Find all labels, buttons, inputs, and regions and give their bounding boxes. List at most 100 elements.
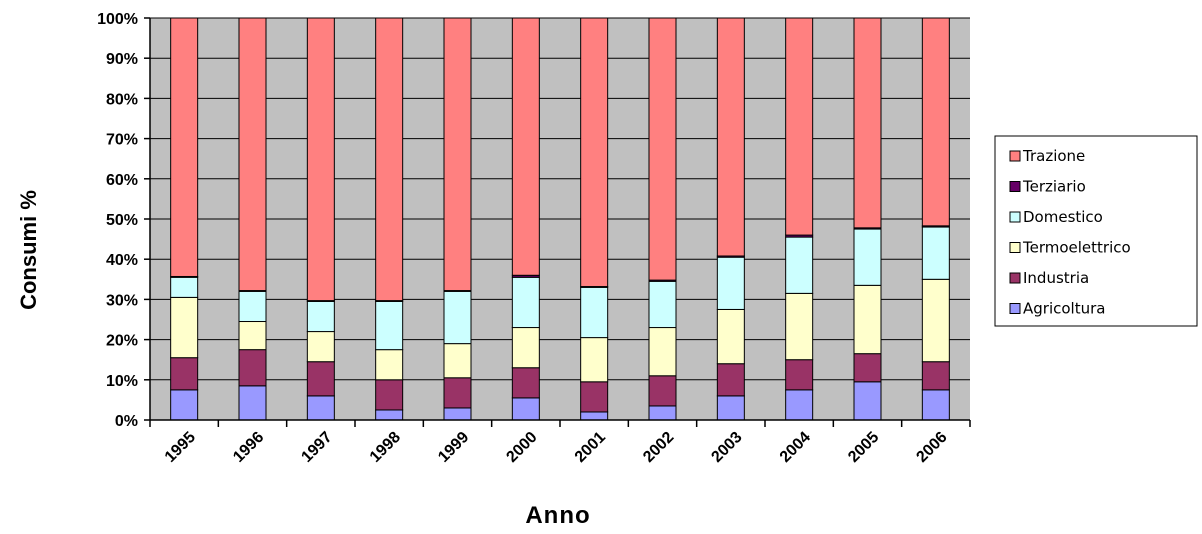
x-tick-label: 2003 xyxy=(708,429,745,466)
y-tick-label: 70% xyxy=(106,132,138,149)
y-tick-label: 10% xyxy=(106,373,138,390)
bar-segment-domestico xyxy=(443,290,472,345)
bar-segment-agricoltura xyxy=(443,407,472,421)
y-tick-labels: 0% 10% 20% 30% 40% 50% 60% 70% 80% 90% 100% xyxy=(97,11,138,430)
bar-segment-agricoltura xyxy=(170,389,199,421)
bar-segment-trazione xyxy=(853,17,882,229)
bar-stack-2002 xyxy=(648,17,677,421)
bar-segment-termoelettrico xyxy=(375,349,404,381)
y-tick-label: 100% xyxy=(97,11,138,28)
x-tick-labels: 1995 1996 1997 1998 1999 2000 2001 2002 2003 2004… xyxy=(162,429,951,466)
legend: Trazione Terziario Domestico Termoelettrico… xyxy=(994,135,1198,327)
bar-segment-agricoltura xyxy=(853,381,882,421)
axes xyxy=(144,17,971,427)
bar-segment-termoelettrico xyxy=(170,296,199,359)
bar-segment-trazione xyxy=(921,17,950,227)
bar-segment-termoelettrico xyxy=(853,284,882,355)
y-tick-label: 80% xyxy=(106,91,138,108)
legend-swatch-termoelettrico xyxy=(1009,242,1021,253)
y-tick-label: 40% xyxy=(106,252,138,269)
x-tick-label: 2002 xyxy=(640,429,677,466)
bar-stack-1999 xyxy=(443,17,472,421)
x-tick-label: 1997 xyxy=(298,429,335,466)
bar-segment-domestico xyxy=(238,290,267,323)
bar-segment-termoelettrico xyxy=(306,331,335,363)
bar-segment-industria xyxy=(716,363,745,397)
bar-segment-domestico xyxy=(853,228,882,286)
bar-stack-2004 xyxy=(785,17,814,421)
bar-segment-domestico xyxy=(580,286,609,339)
legend-box xyxy=(994,135,1198,327)
legend-swatch-trazione xyxy=(1009,150,1021,162)
bar-segment-trazione xyxy=(375,17,404,302)
bar-segment-trazione xyxy=(511,17,540,276)
bar-segment-trazione xyxy=(716,17,745,257)
bar-segment-agricoltura xyxy=(716,395,745,421)
bar-segment-industria xyxy=(853,353,882,383)
bar-segment-termoelettrico xyxy=(648,327,677,377)
bar-segment-trazione xyxy=(580,17,609,288)
x-tick-label: 1995 xyxy=(162,429,199,466)
bar-segment-agricoltura xyxy=(375,409,404,421)
bar-stack-2003 xyxy=(716,17,745,421)
x-tick-label: 1998 xyxy=(367,429,404,466)
bar-segment-domestico xyxy=(170,276,199,298)
bar-segment-agricoltura xyxy=(580,411,609,421)
y-tick-label: 20% xyxy=(106,333,138,350)
y-axis-title: Consumi % xyxy=(16,190,41,310)
bar-segment-industria xyxy=(648,375,677,407)
x-axis-title: Anno xyxy=(525,502,590,529)
legend-label-trazione: Trazione xyxy=(1022,147,1085,165)
y-tick-label: 0% xyxy=(115,413,138,430)
bar-segment-agricoltura xyxy=(648,405,677,421)
legend-swatch-agricoltura xyxy=(1009,303,1021,314)
bar-segment-industria xyxy=(238,349,267,387)
bar-segment-industria xyxy=(170,357,199,391)
gridlines xyxy=(150,17,970,381)
y-tick-label: 50% xyxy=(106,212,138,229)
bar-stack-2001 xyxy=(580,17,609,421)
bar-stack-1995 xyxy=(170,17,199,421)
bar-segment-industria xyxy=(580,381,609,413)
x-tick-label: 2005 xyxy=(845,429,882,466)
bar-segment-agricoltura xyxy=(238,385,267,421)
bar-segment-trazione xyxy=(443,17,472,292)
bar-segment-agricoltura xyxy=(921,389,950,421)
bar-segment-termoelettrico xyxy=(921,278,950,363)
bar-segment-agricoltura xyxy=(785,389,814,421)
x-tick-label: 2006 xyxy=(913,429,950,466)
bar-segment-agricoltura xyxy=(511,397,540,421)
bar-segment-trazione xyxy=(785,17,814,236)
legend-label-termoelettrico: Termoelettrico xyxy=(1022,239,1131,257)
y-tick-label: 90% xyxy=(106,51,138,68)
bar-stack-2005 xyxy=(853,17,882,421)
bar-stack-1998 xyxy=(375,17,404,421)
bar-segment-domestico xyxy=(648,280,677,329)
bar-segment-domestico xyxy=(716,256,745,310)
bar-segment-agricoltura xyxy=(306,395,335,421)
legend-label-industria: Industria xyxy=(1023,269,1089,287)
legend-swatch-terziario xyxy=(1009,181,1021,192)
x-tick-label: 1999 xyxy=(435,429,472,466)
legend-swatch-industria xyxy=(1009,272,1021,284)
x-tick-label: 2001 xyxy=(572,429,609,466)
y-tick-label: 30% xyxy=(106,292,138,309)
x-tick-label: 1996 xyxy=(230,429,267,466)
bar-segment-termoelettrico xyxy=(580,337,609,383)
bars xyxy=(170,17,950,421)
bar-segment-termoelettrico xyxy=(238,321,267,351)
bar-segment-trazione xyxy=(170,17,199,277)
bar-segment-domestico xyxy=(785,236,814,294)
bar-segment-domestico xyxy=(511,276,540,329)
bar-segment-industria xyxy=(921,361,950,391)
bar-segment-termoelettrico xyxy=(785,292,814,361)
legend-label-terziario: Terziario xyxy=(1022,178,1086,196)
bar-segment-termoelettrico xyxy=(716,308,745,365)
legend-swatch-domestico xyxy=(1009,211,1021,223)
legend-label-agricoltura: Agricoltura xyxy=(1023,300,1105,318)
bar-segment-trazione xyxy=(648,17,677,281)
bar-stack-2000 xyxy=(511,17,540,421)
bar-segment-termoelettrico xyxy=(443,343,472,379)
y-tick-label: 60% xyxy=(106,172,138,189)
